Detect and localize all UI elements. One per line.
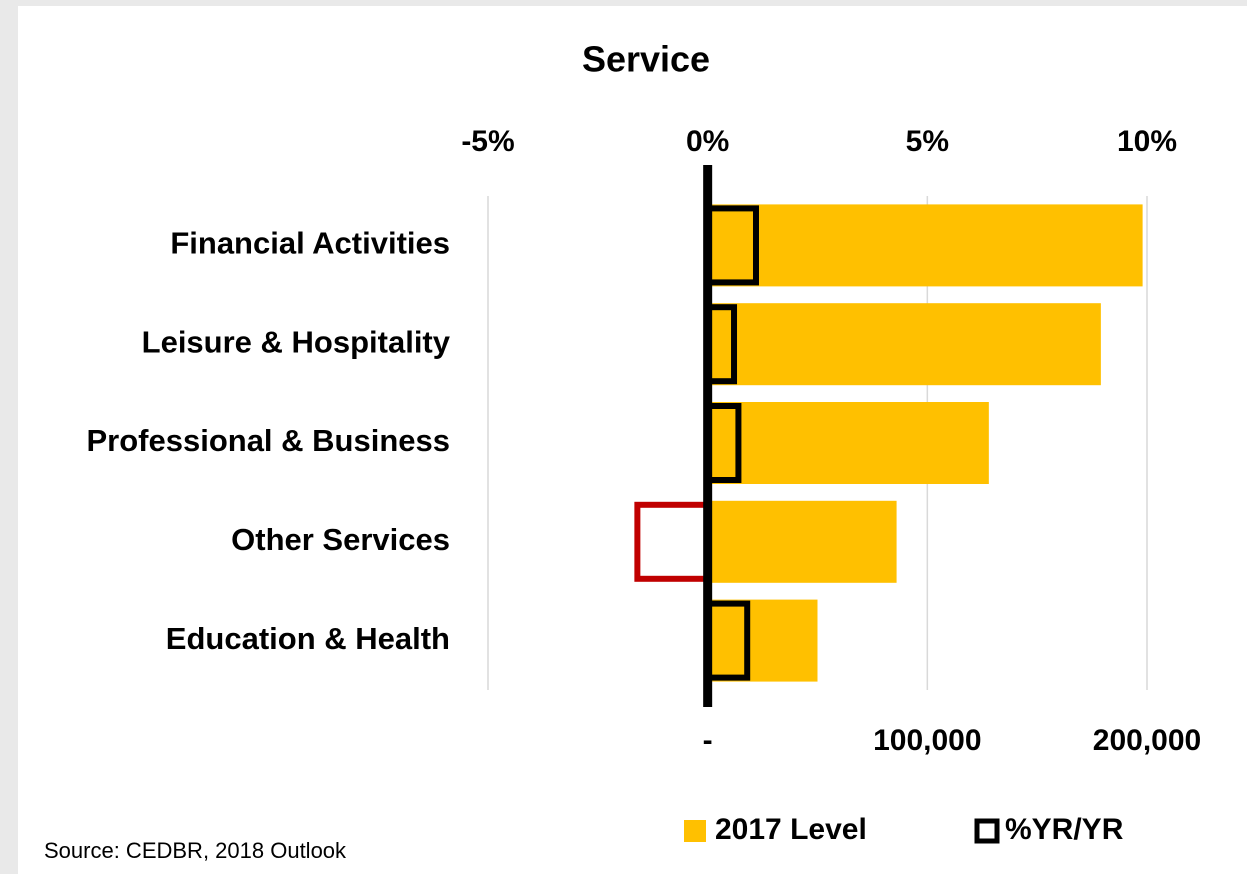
legend-swatch xyxy=(974,818,1000,844)
bar xyxy=(707,402,989,484)
x2-tick-label: 10% xyxy=(1117,125,1177,158)
y-tick-label: Other Services xyxy=(231,522,450,557)
y-tick-label: Leisure & Hospitality xyxy=(142,324,451,359)
legend-label: %YR/YR xyxy=(1005,813,1124,846)
x-tick-label: - xyxy=(703,724,713,757)
x2-tick-label: 5% xyxy=(906,125,949,158)
bar xyxy=(707,204,1143,287)
legend-label: 2017 Level xyxy=(715,813,867,846)
y-tick-label: Professional & Business xyxy=(86,423,450,458)
chart-area xyxy=(18,6,1247,874)
y-tick-label: Financial Activities xyxy=(170,226,450,261)
y-tick-label: Education & Health xyxy=(166,621,450,656)
x-tick-label: 200,000 xyxy=(1093,724,1201,757)
bar xyxy=(707,303,1101,386)
chart-title: Service xyxy=(582,39,710,80)
x-tick-label: 100,000 xyxy=(873,724,981,757)
bar xyxy=(707,599,818,682)
x2-tick-label: 0% xyxy=(686,125,729,158)
source-note: Source: CEDBR, 2018 Outlook xyxy=(44,838,347,863)
bar xyxy=(707,500,897,583)
x2-tick-label: -5% xyxy=(461,125,514,158)
legend-swatch xyxy=(684,820,706,842)
